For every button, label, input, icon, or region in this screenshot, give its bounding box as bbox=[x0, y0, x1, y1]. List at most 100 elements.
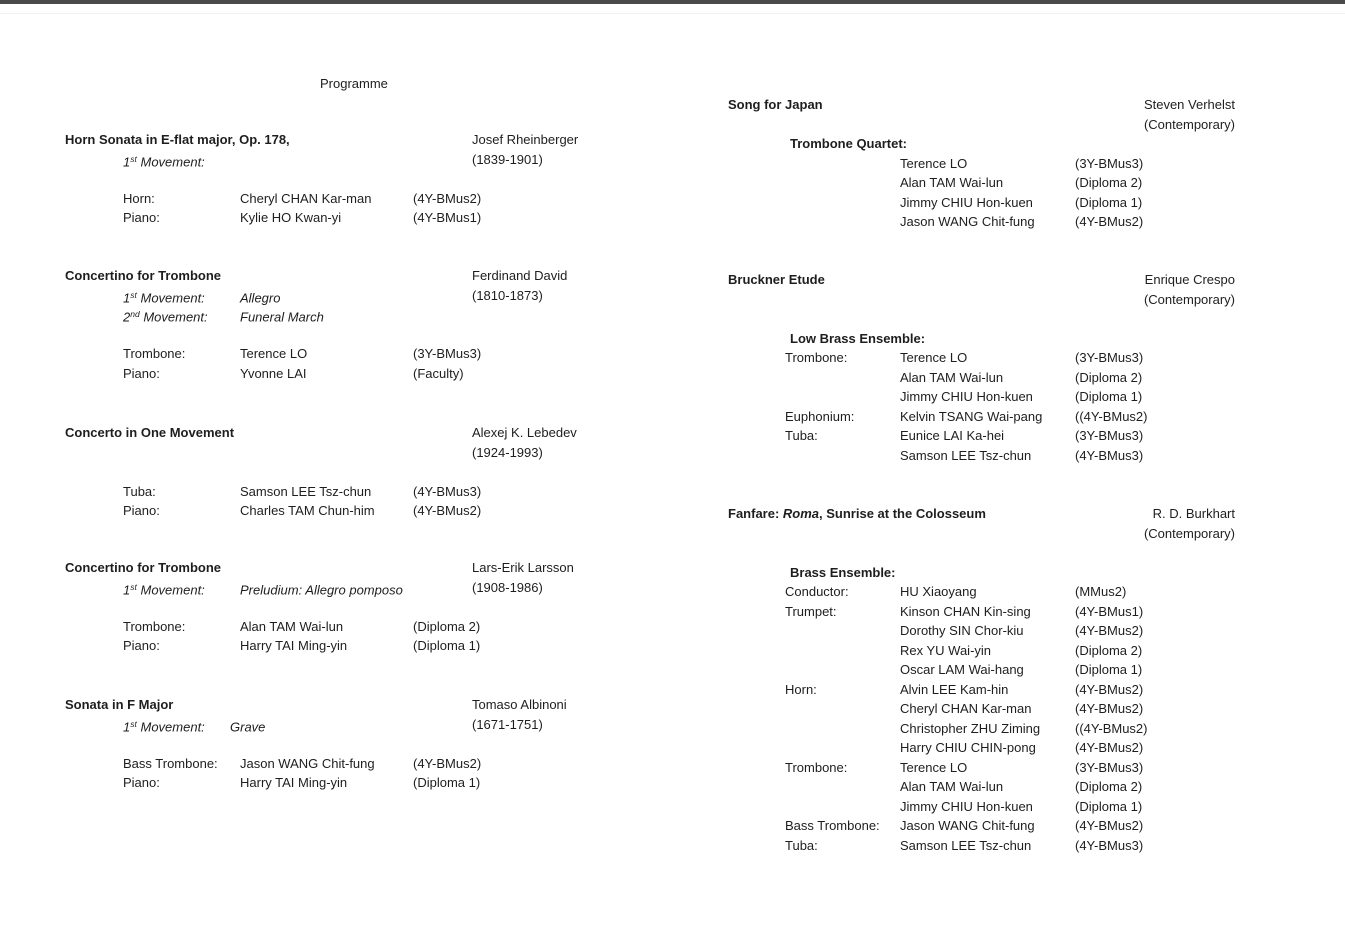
movement-name: Funeral March bbox=[240, 309, 324, 325]
movement-word: Movement: bbox=[140, 582, 205, 597]
composer-dates: (1924-1993) bbox=[472, 444, 543, 460]
performer-role bbox=[785, 719, 900, 739]
movement-word: Movement: bbox=[140, 290, 205, 305]
performer-class: (4Y-BMus3) bbox=[1075, 837, 1144, 853]
performer-row: Samson LEE Tsz-chun (4Y-BMus3) bbox=[728, 446, 1308, 466]
movement-word: Movement: bbox=[143, 309, 208, 325]
performer-name: Jason WANG Chit-fung bbox=[240, 755, 375, 771]
spacer-line bbox=[65, 597, 665, 617]
performer-class: (Diploma 1) bbox=[1075, 798, 1143, 814]
movement-label: 1st Movement: bbox=[123, 715, 230, 737]
ordinal-suffix: st bbox=[130, 581, 137, 592]
performer-role: Piano: bbox=[123, 365, 160, 381]
performer-name: Christopher ZHU Ziming bbox=[900, 720, 1041, 736]
performer-row: Rex YU Wai-yin (Diploma 2) bbox=[728, 641, 1308, 661]
performer-role: Trombone: bbox=[123, 618, 186, 634]
performer-class: (Diploma 1) bbox=[413, 775, 481, 790]
performer-row: Jason WANG Chit-fung (4Y-BMus2) bbox=[728, 212, 1308, 232]
performer-class: (3Y-BMus3) bbox=[1075, 155, 1144, 171]
spacer-line bbox=[65, 325, 665, 345]
performer-class: (4Y-BMus2) bbox=[1075, 818, 1144, 833]
movement-line: 1st Movement: Allegro bbox=[65, 286, 665, 306]
performer-name: Samson LEE Tsz-chun bbox=[900, 447, 1032, 463]
performer-role: Trombone: bbox=[123, 346, 186, 361]
performer-name: Cheryl CHAN Kar-man bbox=[900, 701, 1032, 716]
performer-role: Piano: bbox=[123, 503, 160, 518]
composer-name: R. D. Burkhart bbox=[1152, 506, 1235, 521]
performer-name: Harry TAI Ming-yin bbox=[240, 775, 348, 790]
performer-class: ((4Y-BMus2) bbox=[1075, 720, 1148, 736]
performer-role bbox=[785, 777, 900, 797]
performer-row: Jimmy CHIU Hon-kuen (Diploma 1) bbox=[728, 797, 1308, 817]
composer-name: Tomaso Albinoni bbox=[472, 697, 567, 712]
movement-label: 1st Movement: bbox=[123, 578, 240, 600]
performer-name: Kelvin TSANG Wai-pang bbox=[900, 408, 1043, 424]
performer-class: (Diploma 1) bbox=[1075, 389, 1143, 404]
performer-class: (4Y-BMus2) bbox=[1075, 681, 1144, 697]
performer-class: (4Y-BMus1) bbox=[413, 210, 482, 225]
performer-row: Christopher ZHU Ziming ((4Y-BMus2) bbox=[728, 719, 1308, 739]
performer-class: (4Y-BMus2) bbox=[1075, 214, 1144, 229]
composer-block: Josef Rheinberger (1839-1901) bbox=[472, 130, 702, 169]
composer-dates: (Contemporary) bbox=[1143, 116, 1235, 132]
performer-name: Oscar LAM Wai-hang bbox=[900, 662, 1024, 677]
composer-block: Alexej K. Lebedev (1924-1993) bbox=[472, 423, 702, 462]
performer-row: Bass Trombone: Jason WANG Chit-fung (4Y-… bbox=[728, 816, 1308, 836]
performer-class: (Diploma 2) bbox=[1075, 779, 1143, 794]
performer-role bbox=[785, 212, 900, 232]
spacer-line bbox=[65, 462, 665, 482]
performer-name: Samson LEE Tsz-chun bbox=[240, 483, 372, 499]
piece-title: Concertino for Trombone bbox=[65, 268, 221, 283]
performer-class: (3Y-BMus3) bbox=[1075, 759, 1144, 775]
performer-row: Piano: Kylie HO Kwan-yi (4Y-BMus1) bbox=[65, 208, 665, 228]
programme-item: Horn Sonata in E-flat major, Op. 178, 1s… bbox=[65, 130, 665, 228]
performer-role: Trombone: bbox=[785, 759, 848, 775]
performer-role: Trombone: bbox=[785, 350, 848, 365]
performer-name: Jimmy CHIU Hon-kuen bbox=[900, 389, 1033, 404]
movement-name: Grave bbox=[230, 719, 266, 734]
composer-block: R. D. Burkhart (Contemporary) bbox=[1035, 504, 1235, 543]
performer-role: Trumpet: bbox=[785, 603, 837, 619]
piece-title-italic: Roma bbox=[782, 506, 820, 521]
performer-class: (4Y-BMus2) bbox=[413, 755, 482, 771]
performer-name: Alvin LEE Kam-hin bbox=[900, 681, 1009, 697]
movement-line: 1st Movement: Preludium: Allegro pomposo bbox=[65, 578, 665, 598]
performer-name: Jason WANG Chit-fung bbox=[900, 214, 1035, 229]
ordinal-suffix: st bbox=[130, 153, 137, 164]
composer-dates: (1839-1901) bbox=[472, 151, 543, 167]
composer-dates: (Contemporary) bbox=[1143, 291, 1235, 307]
performer-row: Euphonium: Kelvin TSANG Wai-pang ((4Y-BM… bbox=[728, 407, 1308, 427]
performer-role: Piano: bbox=[123, 638, 160, 653]
performer-row: Terence LO (3Y-BMus3) bbox=[728, 154, 1308, 174]
piece-title: Song for Japan bbox=[728, 97, 823, 112]
performer-role: Piano: bbox=[123, 775, 160, 790]
page-top-hairline bbox=[0, 13, 1345, 14]
performer-class: (4Y-BMus2) bbox=[413, 503, 482, 518]
performer-name: Samson LEE Tsz-chun bbox=[900, 837, 1032, 853]
performer-name: Kylie HO Kwan-yi bbox=[240, 210, 342, 225]
composer-block: Lars-Erik Larsson (1908-1986) bbox=[472, 558, 702, 597]
performer-role: Conductor: bbox=[785, 584, 849, 599]
performer-row: Oscar LAM Wai-hang (Diploma 1) bbox=[728, 660, 1308, 680]
performer-class: (3Y-BMus3) bbox=[413, 346, 482, 361]
performer-row: Trombone: Terence LO (3Y-BMus3) bbox=[65, 344, 665, 364]
performer-row: Cheryl CHAN Kar-man (4Y-BMus2) bbox=[728, 699, 1308, 719]
performer-row: Tuba: Eunice LAI Ka-hei (3Y-BMus3) bbox=[728, 426, 1308, 446]
piece-title-prefix: Fanfare: bbox=[728, 506, 783, 521]
programme-item: Sonata in F Major 1st Movement: Grave Bas… bbox=[65, 695, 665, 793]
composer-dates: (1908-1986) bbox=[472, 579, 543, 595]
doc-heading: Programme bbox=[320, 76, 388, 91]
performer-name: Alan TAM Wai-lun bbox=[900, 779, 1004, 794]
performer-name: Rex YU Wai-yin bbox=[900, 642, 992, 658]
performer-role bbox=[785, 699, 900, 719]
composer-name: Steven Verhelst bbox=[1143, 97, 1235, 112]
performer-name: HU Xiaoyang bbox=[900, 584, 977, 599]
performer-row: Trumpet: Kinson CHAN Kin-sing (4Y-BMus1) bbox=[728, 602, 1308, 622]
composer-name: Lars-Erik Larsson bbox=[472, 560, 574, 575]
performer-name: Cheryl CHAN Kar-man bbox=[240, 190, 372, 206]
spacer-line bbox=[65, 169, 665, 189]
composer-block: Ferdinand David (1810-1873) bbox=[472, 266, 702, 305]
performer-row: Piano: Yvonne LAI (Faculty) bbox=[65, 364, 665, 384]
performer-name: Harry TAI Ming-yin bbox=[240, 638, 348, 653]
